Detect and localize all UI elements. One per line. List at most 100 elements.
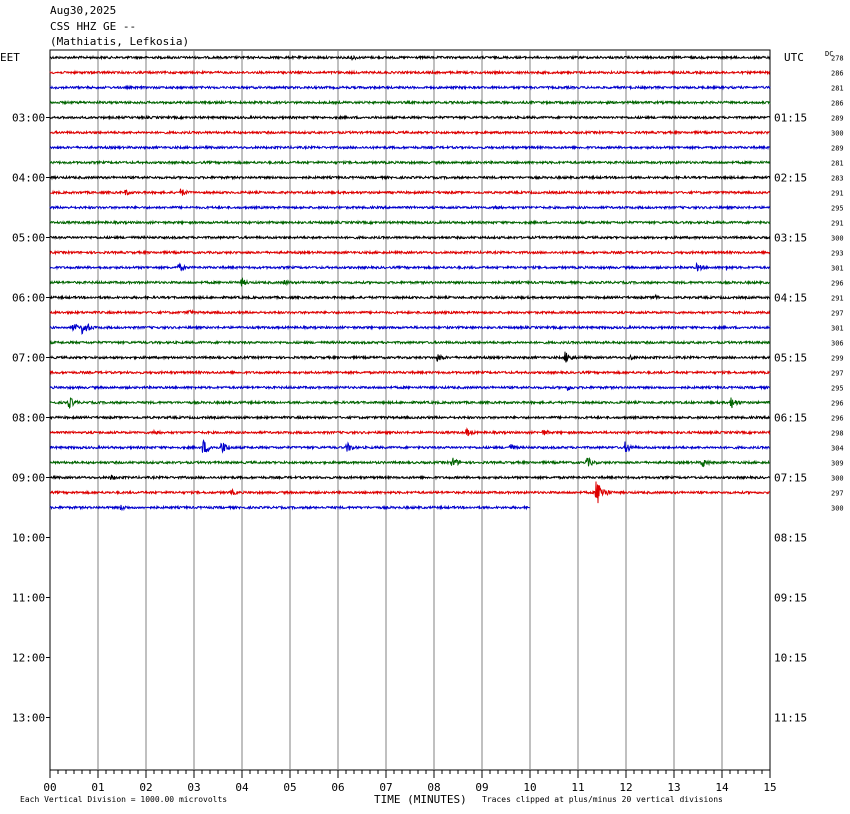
x-tick-label: 05 bbox=[283, 781, 296, 794]
hour-label-left: 05:00 bbox=[12, 232, 45, 245]
hour-label-left: 07:00 bbox=[12, 352, 45, 365]
hour-label-left: 10:00 bbox=[12, 532, 45, 545]
dc-offset-label: 301 bbox=[831, 265, 844, 273]
hour-label-left: 06:00 bbox=[12, 292, 45, 305]
seismic-trace bbox=[49, 351, 771, 363]
dc-offset-label: 283 bbox=[831, 175, 844, 183]
axis-group: 278 286 281 286 289 300 289 281 283 291 295 291 300 2… bbox=[12, 55, 844, 795]
seismic-trace bbox=[49, 54, 771, 61]
dc-offset-label: 296 bbox=[831, 280, 844, 288]
clip-note: Traces clipped at plus/minus 20 vertical… bbox=[482, 795, 723, 804]
hour-label-left: 13:00 bbox=[12, 712, 45, 725]
seismic-trace bbox=[49, 84, 771, 91]
dc-offset-label: 291 bbox=[831, 220, 844, 228]
x-tick-label: 14 bbox=[715, 781, 729, 794]
seismic-trace bbox=[49, 369, 771, 376]
seismic-trace bbox=[49, 481, 771, 504]
seismic-trace bbox=[49, 277, 771, 287]
dc-offset-label: 281 bbox=[831, 160, 844, 168]
seismic-trace bbox=[49, 99, 771, 106]
x-tick-label: 12 bbox=[619, 781, 632, 794]
dc-offset-label: 300 bbox=[831, 130, 844, 138]
seismic-trace bbox=[49, 339, 771, 346]
seismic-trace bbox=[49, 188, 771, 196]
x-tick-label: 07 bbox=[379, 781, 392, 794]
dc-offset-label: 306 bbox=[831, 340, 844, 348]
hour-label-right: 10:15 bbox=[774, 652, 807, 665]
seismic-trace bbox=[49, 69, 771, 76]
hour-label-right: 07:15 bbox=[774, 472, 807, 485]
seismic-trace bbox=[49, 144, 770, 151]
dc-offset-label: 296 bbox=[831, 415, 844, 423]
x-tick-label: 01 bbox=[91, 781, 104, 794]
header-location: (Mathiatis, Lefkosia) bbox=[50, 35, 190, 48]
seismic-trace bbox=[49, 427, 771, 437]
x-tick-label: 10 bbox=[523, 781, 536, 794]
hour-label-right: 06:15 bbox=[774, 412, 807, 425]
right-timezone-label: UTC bbox=[784, 51, 804, 64]
plot-frame bbox=[49, 49, 771, 771]
hour-label-left: 08:00 bbox=[12, 412, 45, 425]
dc-offset-label: 291 bbox=[831, 190, 844, 198]
dc-offset-label: 286 bbox=[831, 100, 844, 108]
dc-offset-label: 309 bbox=[831, 460, 844, 468]
dc-offset-label: 281 bbox=[831, 85, 844, 93]
seismic-trace bbox=[49, 414, 771, 421]
scale-note: Each Vertical Division = 1000.00 microvo… bbox=[20, 795, 228, 804]
x-axis-label: TIME (MINUTES) bbox=[374, 793, 467, 806]
dc-offset-label: 300 bbox=[831, 505, 844, 513]
seismic-trace bbox=[49, 439, 771, 454]
header-station: CSS HHZ GE -- bbox=[50, 20, 137, 33]
header-date: Aug30,2025 bbox=[50, 4, 117, 17]
x-tick-label: 13 bbox=[667, 781, 680, 794]
seismic-trace bbox=[49, 129, 771, 136]
dc-offset-label: 299 bbox=[831, 355, 844, 363]
seismic-trace bbox=[49, 261, 771, 272]
hour-label-right: 04:15 bbox=[774, 292, 807, 305]
seismic-trace bbox=[49, 397, 771, 410]
dc-offset-label: 297 bbox=[831, 370, 844, 378]
dc-header: DC bbox=[825, 50, 833, 58]
seismic-trace bbox=[49, 504, 531, 512]
seismic-trace bbox=[49, 456, 771, 468]
seismic-trace bbox=[49, 293, 771, 301]
seismic-trace bbox=[49, 204, 771, 211]
x-tick-label: 09 bbox=[475, 781, 488, 794]
seismic-trace bbox=[49, 323, 771, 335]
hour-label-left: 11:00 bbox=[12, 592, 45, 605]
hour-label-right: 09:15 bbox=[774, 592, 807, 605]
left-timezone-label: EET bbox=[0, 51, 20, 64]
hour-label-left: 03:00 bbox=[12, 112, 45, 125]
hour-label-left: 09:00 bbox=[12, 472, 45, 485]
dc-offset-label: 291 bbox=[831, 295, 844, 303]
seismic-trace bbox=[49, 219, 771, 226]
x-tick-label: 15 bbox=[763, 781, 776, 794]
seismic-trace bbox=[49, 474, 771, 481]
x-tick-label: 00 bbox=[43, 781, 56, 794]
x-tick-label: 02 bbox=[139, 781, 152, 794]
dc-offset-label: 286 bbox=[831, 70, 844, 78]
dc-offset-label: 304 bbox=[831, 445, 844, 453]
hour-label-right: 05:15 bbox=[774, 352, 807, 365]
x-tick-label: 11 bbox=[571, 781, 584, 794]
plot-grid bbox=[49, 49, 771, 771]
seismic-trace bbox=[49, 384, 771, 392]
x-tick-label: 08 bbox=[427, 781, 440, 794]
hour-label-right: 02:15 bbox=[774, 172, 807, 185]
x-tick-label: 04 bbox=[235, 781, 249, 794]
dc-offset-label: 297 bbox=[831, 310, 844, 318]
seismic-trace bbox=[49, 249, 771, 256]
dc-offset-label: 293 bbox=[831, 250, 844, 258]
seismic-trace bbox=[49, 159, 771, 166]
hour-label-left: 04:00 bbox=[12, 172, 45, 185]
hour-label-right: 03:15 bbox=[774, 232, 807, 245]
hour-label-right: 01:15 bbox=[774, 112, 807, 125]
dc-offset-label: 278 bbox=[831, 55, 844, 63]
dc-offset-label: 300 bbox=[831, 235, 844, 243]
dc-offset-label: 295 bbox=[831, 385, 844, 393]
hour-label-right: 08:15 bbox=[774, 532, 807, 545]
dc-offset-label: 296 bbox=[831, 400, 844, 408]
dc-offset-label: 298 bbox=[831, 430, 844, 438]
dc-offset-label: 301 bbox=[831, 325, 844, 333]
